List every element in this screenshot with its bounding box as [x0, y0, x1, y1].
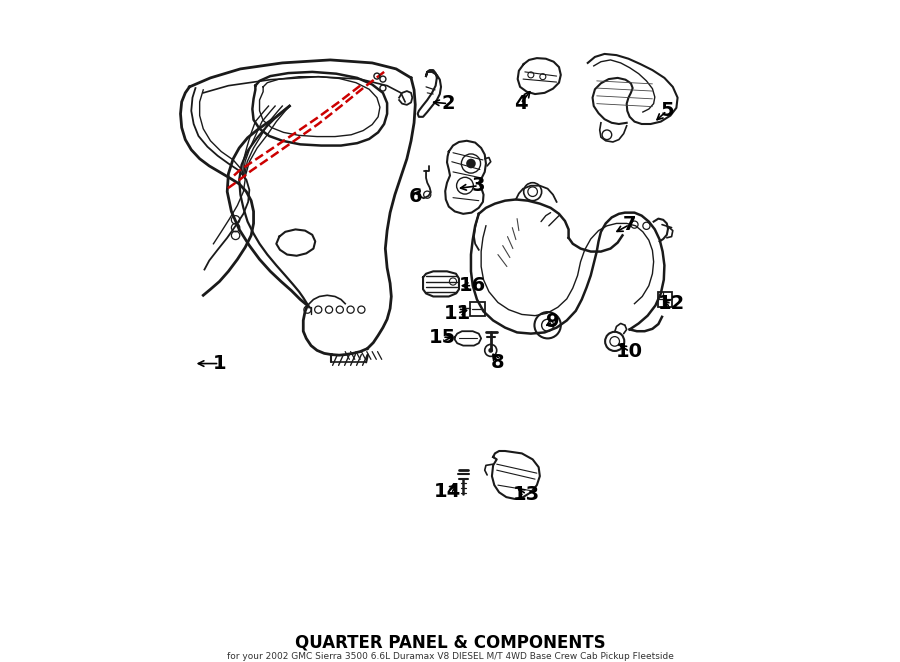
Text: 12: 12: [658, 294, 685, 313]
Text: 6: 6: [409, 187, 422, 206]
Text: 13: 13: [513, 485, 540, 504]
Text: 9: 9: [546, 312, 560, 331]
Text: 5: 5: [660, 101, 673, 120]
Text: 7: 7: [623, 215, 636, 234]
Text: 1: 1: [212, 354, 226, 373]
Text: 2: 2: [441, 94, 455, 113]
Text: 15: 15: [428, 328, 455, 347]
Text: 8: 8: [491, 353, 505, 372]
Circle shape: [466, 159, 476, 168]
Text: 3: 3: [472, 176, 485, 195]
Text: for your 2002 GMC Sierra 3500 6.6L Duramax V8 DIESEL M/T 4WD Base Crew Cab Picku: for your 2002 GMC Sierra 3500 6.6L Duram…: [227, 652, 673, 661]
Text: 10: 10: [616, 342, 643, 361]
Text: 16: 16: [458, 276, 486, 295]
Text: QUARTER PANEL & COMPONENTS: QUARTER PANEL & COMPONENTS: [294, 633, 606, 651]
Text: 14: 14: [434, 482, 461, 500]
Text: 11: 11: [444, 304, 471, 323]
Circle shape: [489, 348, 493, 353]
Text: 4: 4: [514, 94, 527, 113]
